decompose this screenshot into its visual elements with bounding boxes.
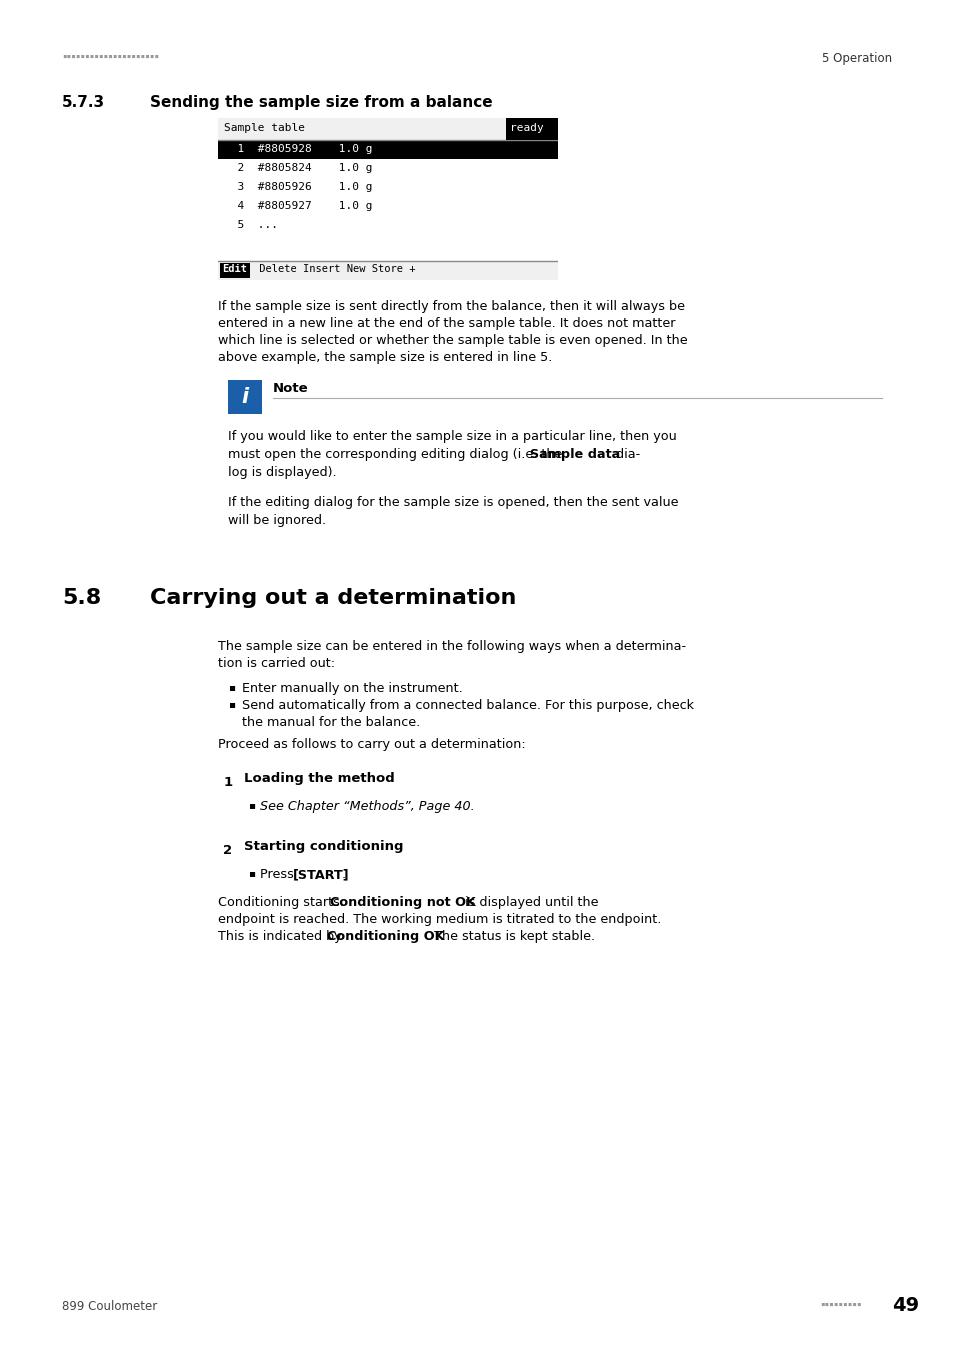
Text: 49: 49	[891, 1296, 918, 1315]
Text: is displayed until the: is displayed until the	[460, 896, 598, 909]
Text: ▪: ▪	[248, 868, 254, 878]
Text: Enter manually on the instrument.: Enter manually on the instrument.	[242, 682, 462, 695]
Text: 5 Operation: 5 Operation	[821, 53, 891, 65]
Bar	[505, 117, 558, 140]
Text: Conditioning not OK: Conditioning not OK	[330, 896, 476, 909]
Text: which line is selected or whether the sample table is even opened. In the: which line is selected or whether the sa…	[218, 333, 687, 347]
Text: [START]: [START]	[293, 868, 349, 882]
Text: 5.8: 5.8	[62, 589, 101, 608]
Bar	[228, 379, 262, 414]
Bar	[218, 117, 558, 140]
Text: will be ignored.: will be ignored.	[228, 514, 326, 526]
Text: 5  ...: 5 ...	[224, 220, 277, 230]
Text: Press: Press	[260, 868, 297, 882]
Text: 899 Coulometer: 899 Coulometer	[62, 1300, 157, 1314]
Text: tion is carried out:: tion is carried out:	[218, 657, 335, 670]
Text: Delete Insert New Store +: Delete Insert New Store +	[253, 265, 416, 274]
Text: Carrying out a determination: Carrying out a determination	[150, 589, 516, 608]
Text: ▪: ▪	[228, 699, 234, 709]
Text: .: .	[341, 868, 346, 882]
Text: ▪▪▪▪▪▪▪▪▪▪▪▪▪▪▪▪▪▪▪▪▪: ▪▪▪▪▪▪▪▪▪▪▪▪▪▪▪▪▪▪▪▪▪	[62, 53, 159, 61]
Text: The sample size can be entered in the following ways when a determina-: The sample size can be entered in the fo…	[218, 640, 685, 653]
Text: If you would like to enter the sample size in a particular line, then you: If you would like to enter the sample si…	[228, 431, 676, 443]
Text: 2: 2	[223, 844, 233, 856]
Text: ▪▪▪▪▪▪▪▪▪: ▪▪▪▪▪▪▪▪▪	[820, 1300, 861, 1310]
Text: ready: ready	[510, 123, 543, 134]
Text: the manual for the balance.: the manual for the balance.	[242, 716, 420, 729]
Text: . The status is kept stable.: . The status is kept stable.	[426, 930, 595, 944]
Text: 1  #8805928    1.0 g: 1 #8805928 1.0 g	[224, 144, 372, 154]
Text: Send automatically from a connected balance. For this purpose, check: Send automatically from a connected bala…	[242, 699, 693, 711]
Text: entered in a new line at the end of the sample table. It does not matter: entered in a new line at the end of the …	[218, 317, 675, 329]
Text: Note: Note	[273, 382, 309, 396]
Text: must open the corresponding editing dialog (i.e. the: must open the corresponding editing dial…	[228, 448, 566, 460]
Text: Starting conditioning: Starting conditioning	[244, 840, 403, 853]
Text: 2  #8805824    1.0 g: 2 #8805824 1.0 g	[224, 163, 372, 173]
Text: 1: 1	[223, 775, 233, 788]
Text: Conditioning starts.: Conditioning starts.	[218, 896, 348, 909]
Text: log is displayed).: log is displayed).	[228, 466, 336, 479]
Text: Loading the method: Loading the method	[244, 772, 395, 784]
Text: Sample table: Sample table	[224, 123, 305, 134]
Bar	[220, 263, 250, 278]
Text: If the sample size is sent directly from the balance, then it will always be: If the sample size is sent directly from…	[218, 300, 684, 313]
Text: 5.7.3: 5.7.3	[62, 95, 105, 109]
Text: dia-: dia-	[612, 448, 639, 460]
Text: Proceed as follows to carry out a determination:: Proceed as follows to carry out a determ…	[218, 738, 525, 751]
Text: i: i	[241, 387, 249, 406]
Text: Conditioning OK: Conditioning OK	[327, 930, 444, 944]
Text: Sending the sample size from a balance: Sending the sample size from a balance	[150, 95, 492, 109]
Bar	[218, 261, 558, 279]
Text: above example, the sample size is entered in line 5.: above example, the sample size is entere…	[218, 351, 552, 364]
Text: See Chapter “Methods”, Page 40.: See Chapter “Methods”, Page 40.	[260, 801, 475, 813]
Text: Edit: Edit	[222, 265, 247, 274]
Text: Sample data: Sample data	[530, 448, 619, 460]
Text: If the editing dialog for the sample size is opened, then the sent value: If the editing dialog for the sample siz…	[228, 495, 678, 509]
Text: endpoint is reached. The working medium is titrated to the endpoint.: endpoint is reached. The working medium …	[218, 913, 660, 926]
Text: ▪: ▪	[248, 801, 254, 810]
Text: ▪: ▪	[228, 682, 234, 693]
Text: This is indicated by: This is indicated by	[218, 930, 345, 944]
Text: 3  #8805926    1.0 g: 3 #8805926 1.0 g	[224, 182, 372, 192]
Bar	[218, 140, 558, 159]
Text: 4  #8805927    1.0 g: 4 #8805927 1.0 g	[224, 201, 372, 211]
